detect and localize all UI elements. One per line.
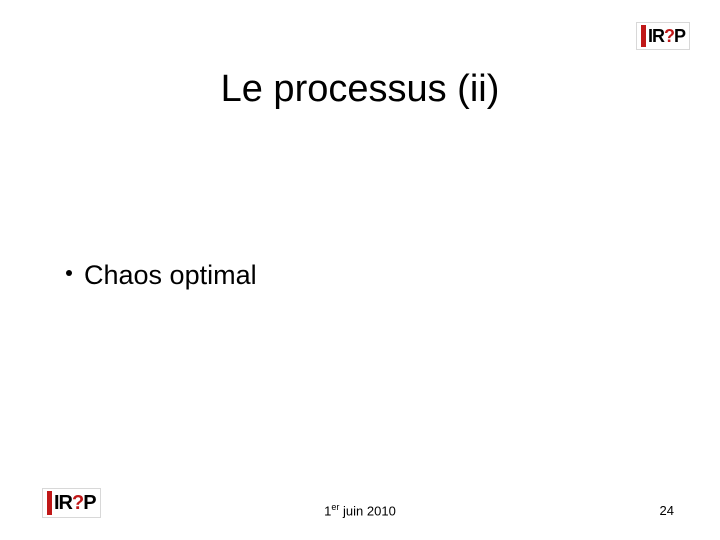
bullet-dot-icon bbox=[66, 270, 72, 276]
logo-bottom: IR?P bbox=[42, 488, 101, 518]
bullet-item: Chaos optimal bbox=[66, 258, 660, 293]
logo-text-left: IR bbox=[54, 492, 72, 515]
logo-text: IR?P bbox=[648, 26, 685, 47]
page-number: 24 bbox=[660, 503, 674, 518]
logo-text-right: P bbox=[674, 26, 685, 47]
logo-text: IR?P bbox=[54, 492, 96, 515]
bullet-text: Chaos optimal bbox=[84, 258, 257, 293]
logo-accent-bar bbox=[641, 25, 646, 47]
logo-text-q: ? bbox=[664, 26, 674, 47]
slide: IR?P Le processus (ii) Chaos optimal 1er… bbox=[0, 0, 720, 540]
date-rest: juin 2010 bbox=[339, 503, 395, 518]
slide-title: Le processus (ii) bbox=[0, 68, 720, 111]
footer-date: 1er juin 2010 bbox=[0, 502, 720, 518]
logo-text-right: P bbox=[83, 492, 95, 515]
bullet-list: Chaos optimal bbox=[66, 258, 660, 293]
logo-text-q: ? bbox=[72, 492, 83, 515]
logo-top: IR?P bbox=[636, 22, 690, 50]
logo-text-left: IR bbox=[648, 26, 664, 47]
logo-accent-bar bbox=[47, 491, 52, 515]
